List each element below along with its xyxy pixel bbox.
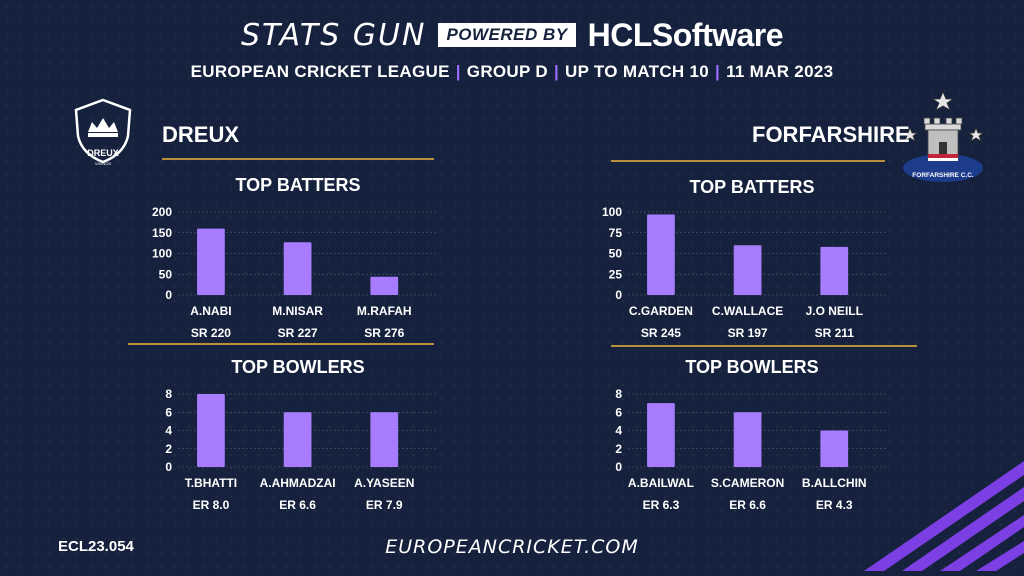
y-tick-label: 6	[165, 405, 172, 419]
chart-dreux-bowlers: 0 2 4 6 8 T.BHATTI ER 8.0 A.AHMADZAI ER 6.6 A.YAS…	[140, 387, 450, 520]
category-label: T.BHATTI	[185, 476, 237, 490]
bar	[647, 214, 675, 295]
y-tick-label: 200	[152, 205, 172, 219]
team-name-right: FORFARSHIRE	[752, 122, 910, 147]
chart-svg: 0 50 100 150 200 A.NABI SR 220 M.NISAR SR 227 M.R…	[152, 205, 438, 340]
category-label: C.GARDEN	[629, 304, 693, 318]
y-tick-label: 6	[615, 405, 622, 419]
stat-label: SR 211	[815, 326, 855, 340]
decorative-stripes	[824, 461, 1024, 576]
stat-label: SR 245	[641, 326, 681, 340]
y-tick-label: 75	[609, 226, 623, 240]
divider-right-mid	[611, 345, 917, 347]
stat-label: ER 4.3	[816, 498, 853, 512]
stat-label: SR 227	[278, 326, 318, 340]
forfarshire-logo-text: FORFARSHIRE C.C.	[912, 172, 974, 179]
subtitle: EUROPEAN CRICKET LEAGUE | GROUP D | UP TO MA…	[0, 62, 1024, 82]
y-tick-label: 0	[165, 288, 172, 302]
team-name-left: DREUX	[162, 122, 240, 147]
bar	[197, 228, 225, 295]
y-tick-label: 8	[615, 387, 622, 401]
y-tick-label: 0	[615, 288, 622, 302]
chart-forfarshire-bowlers: 0 2 4 6 8 A.BAILWAL ER 6.3 S.CAMERON ER 6.6 B.ALL…	[590, 387, 900, 520]
category-label: C.WALLACE	[712, 304, 783, 318]
stat-label: ER 6.6	[729, 498, 766, 512]
category-label: A.AHMADZAI	[260, 476, 336, 490]
stat-label: ER 7.9	[366, 498, 403, 512]
chart-dreux-batters: 0 50 100 150 200 A.NABI SR 220 M.NISAR SR 227 M.R…	[140, 205, 450, 348]
footer-url[interactable]: EUROPEANCRICKET.COM	[385, 536, 639, 558]
stat-label: ER 6.6	[279, 498, 316, 512]
bar	[733, 412, 762, 467]
y-tick-label: 4	[165, 424, 172, 438]
bar	[370, 412, 399, 467]
dreux-logo-subtext: VIKINGS	[95, 161, 112, 166]
bar	[197, 394, 225, 467]
section-title-left-bowlers: TOP BOWLERS	[231, 357, 365, 377]
section-title-left-batters: TOP BATTERS	[235, 175, 361, 195]
bar	[283, 242, 312, 295]
header: STATS GUN POWERED BY HCLSoftware EUROPEA…	[0, 14, 1024, 82]
divider-right-top	[611, 160, 885, 162]
bar	[820, 430, 849, 467]
y-tick-label: 2	[165, 442, 172, 456]
y-tick-label: 2	[615, 442, 622, 456]
dreux-logo-text: DREUX	[87, 148, 119, 158]
date-label: 11 MAR 2023	[726, 62, 834, 81]
stat-label: SR 197	[728, 326, 768, 340]
chart-svg: 0 2 4 6 8 T.BHATTI ER 8.0 A.AHMADZAI ER 6.6 A.YAS…	[165, 387, 438, 512]
category-label: M.NISAR	[272, 304, 323, 318]
bar	[283, 412, 312, 467]
section-title-right-bowlers: TOP BOWLERS	[685, 357, 819, 377]
category-label: J.O NEILL	[806, 304, 863, 318]
y-tick-label: 50	[609, 247, 623, 261]
y-tick-label: 4	[615, 424, 622, 438]
y-tick-label: 0	[165, 460, 172, 474]
footer-code: ECL23.054	[58, 538, 134, 555]
chart-svg: 0 2 4 6 8 A.BAILWAL ER 6.3 S.CAMERON ER 6.6 B.ALL…	[615, 387, 888, 512]
forfarshire-logo: FORFARSHIRE C.C.	[900, 90, 986, 190]
bar	[647, 403, 675, 467]
dreux-logo: DREUX VIKINGS	[70, 96, 136, 176]
stat-label: SR 276	[364, 326, 404, 340]
section-title-right-batters: TOP BATTERS	[689, 177, 815, 197]
y-tick-label: 0	[615, 460, 622, 474]
divider-left-mid	[128, 343, 434, 345]
sponsor-logo: HCLSoftware	[587, 16, 784, 53]
category-label: M.RAFAH	[357, 304, 412, 318]
stat-label: ER 8.0	[193, 498, 230, 512]
y-tick-label: 8	[165, 387, 172, 401]
y-tick-label: 25	[609, 267, 623, 281]
y-tick-label: 100	[152, 247, 172, 261]
divider-left-top	[162, 158, 434, 160]
match-label: UP TO MATCH 10	[565, 62, 710, 81]
category-label: A.BAILWAL	[628, 476, 694, 490]
category-label: A.YASEEN	[354, 476, 414, 490]
y-tick-label: 50	[159, 267, 173, 281]
chart-forfarshire-batters: 0 25 50 75 100 C.GARDEN SR 245 C.WALLACE SR 197 J…	[590, 205, 900, 348]
y-tick-label: 100	[602, 205, 622, 219]
separator: |	[715, 62, 721, 81]
chart-svg: 0 25 50 75 100 C.GARDEN SR 245 C.WALLACE SR 197 J…	[602, 205, 888, 340]
category-label: A.NABI	[190, 304, 231, 318]
brand-title: STATS GUN	[240, 17, 427, 53]
category-label: B.ALLCHIN	[802, 476, 867, 490]
y-tick-label: 150	[152, 226, 172, 240]
powered-by-badge: POWERED BY	[438, 23, 576, 47]
bar	[820, 246, 849, 295]
bar	[733, 245, 762, 295]
league-name: EUROPEAN CRICKET LEAGUE	[190, 62, 450, 81]
brand-row: STATS GUN POWERED BY HCLSoftware	[0, 14, 1024, 56]
group-label: GROUP D	[466, 62, 548, 81]
separator: |	[553, 62, 559, 81]
stat-label: ER 6.3	[643, 498, 680, 512]
bar	[370, 276, 399, 295]
category-label: S.CAMERON	[711, 476, 784, 490]
stat-label: SR 220	[191, 326, 231, 340]
separator: |	[455, 62, 461, 81]
